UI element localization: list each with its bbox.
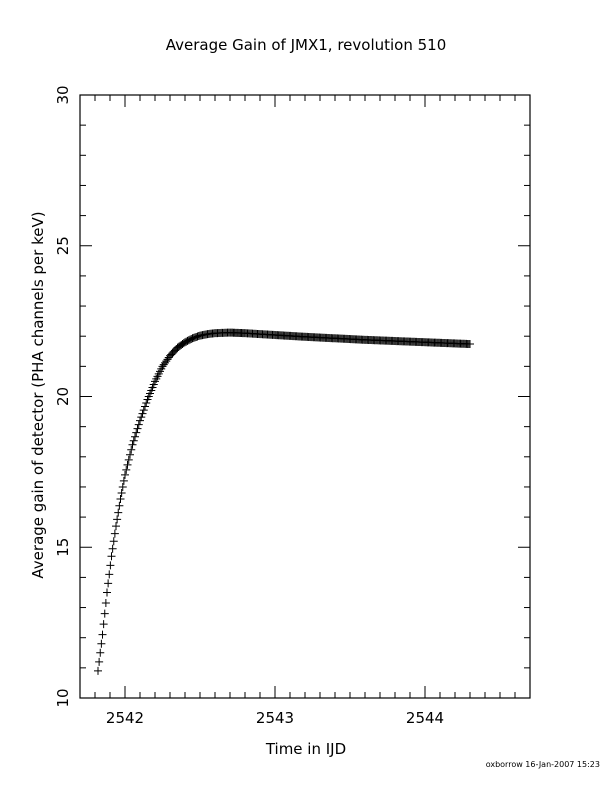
x-axis-label-text: Time in IJD (265, 740, 347, 758)
y-tick-label: 10 (54, 688, 72, 707)
data-point-marker (124, 455, 133, 464)
data-point-marker (132, 428, 141, 437)
data-point-marker (115, 501, 124, 510)
data-point-marker (129, 436, 138, 445)
data-point-marker (118, 482, 127, 491)
data-point-marker (466, 340, 474, 349)
data-point-marker (110, 529, 119, 538)
axis-tick-labels: 10 15 20 25 30 2542 2543 2544 (54, 85, 444, 727)
chart-title: Average Gain of JMX1, revolution 510 (165, 36, 447, 54)
data-point-marker (108, 544, 117, 553)
data-point-marker (112, 522, 120, 531)
data-point-marker (142, 399, 151, 408)
axis-ticks (79, 94, 531, 699)
data-point-marker (97, 639, 106, 648)
data-point-marker (100, 609, 109, 618)
x-tick-label: 2544 (406, 709, 444, 727)
data-point-marker (106, 561, 115, 570)
data-point-marker (96, 648, 105, 657)
data-point-marker (141, 402, 149, 411)
x-tick-label: 2542 (106, 709, 144, 727)
data-point-marker (139, 406, 148, 415)
data-point-marker (109, 537, 118, 546)
data-point-marker (113, 515, 122, 524)
data-point-marker (123, 460, 132, 469)
data-point-marker (134, 420, 143, 429)
data-point-marker (95, 657, 104, 666)
data-point-marker (105, 570, 114, 579)
data-point-marker (107, 552, 116, 561)
data-point-marker (117, 488, 126, 497)
data-point-marker (138, 409, 147, 418)
data-point-marker (133, 424, 142, 433)
data-points (94, 328, 474, 675)
data-point-marker (116, 495, 125, 504)
data-point-marker (137, 413, 146, 422)
data-point-marker (104, 579, 113, 588)
y-tick-label: 15 (54, 538, 72, 557)
data-point-marker (126, 450, 134, 459)
y-tick-label: 20 (54, 387, 72, 406)
data-point-marker (127, 445, 136, 454)
x-axis-label: Time in IJD (0, 740, 612, 758)
footer-stamp: oxborrow 16-Jan-2007 15:23 (485, 760, 600, 769)
data-point-marker (94, 666, 102, 675)
y-tick-label: 30 (54, 85, 72, 104)
data-point-marker (136, 416, 144, 425)
y-tick-label: 25 (54, 236, 72, 255)
data-point-marker (103, 588, 111, 597)
x-tick-label: 2543 (256, 709, 294, 727)
y-axis-label: Average gain of detector (PHA channels p… (29, 211, 47, 579)
data-point-marker (98, 630, 107, 639)
data-point-marker (128, 440, 137, 449)
data-point-marker (121, 470, 129, 479)
data-point-marker (119, 476, 128, 485)
data-point-marker (114, 508, 123, 517)
data-point-marker (131, 432, 139, 441)
data-point-marker (122, 465, 131, 474)
data-point-marker (99, 620, 108, 629)
data-point-marker (101, 599, 110, 608)
